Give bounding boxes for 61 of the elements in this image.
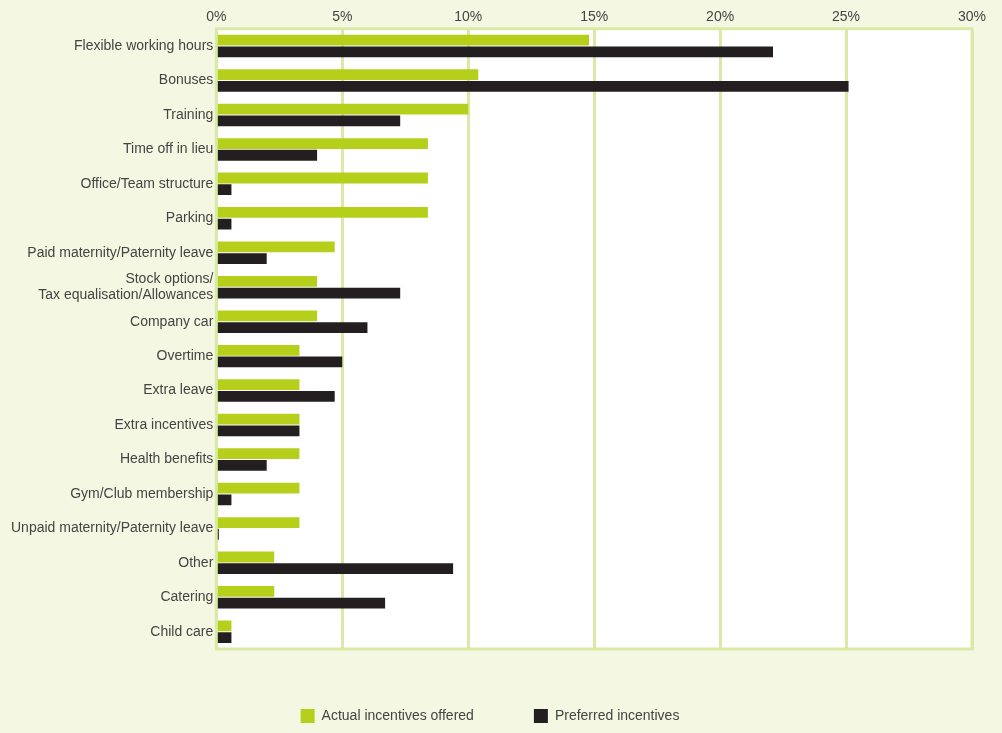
y-tick-label: Company car <box>130 312 214 329</box>
bar <box>217 138 428 149</box>
x-tick-label: 20% <box>706 8 735 25</box>
x-tick-label: 0% <box>206 8 227 25</box>
y-tick-label: Health benefits <box>119 450 214 467</box>
bar <box>217 517 300 528</box>
y-tick-label: Stock options/ Tax equalisation/Allowances <box>38 269 214 303</box>
y-tick-label: Catering <box>160 588 214 605</box>
y-tick-label: Overtime <box>156 346 214 363</box>
y-tick-label: Training <box>163 105 214 122</box>
bar <box>217 551 275 563</box>
bar <box>217 310 318 322</box>
bar <box>217 632 232 644</box>
bar <box>217 494 232 506</box>
legend-label: Preferred incentives <box>554 706 680 723</box>
bar <box>217 459 267 471</box>
bar <box>217 172 428 184</box>
bar <box>217 80 849 92</box>
bar <box>217 344 300 356</box>
bar <box>217 149 318 161</box>
x-tick-label: 15% <box>580 8 609 25</box>
y-tick-label: Extra leave <box>143 381 214 398</box>
y-tick-label: Flexible working hours <box>74 36 214 53</box>
bar <box>217 207 428 218</box>
y-tick-label: Gym/Club membership <box>70 484 214 501</box>
bar <box>217 379 300 391</box>
bar <box>217 425 300 437</box>
y-tick-label: Bonuses <box>158 71 214 88</box>
bar <box>217 563 454 575</box>
y-tick-label: Time off in lieu <box>123 140 214 157</box>
bar <box>217 586 275 597</box>
bar <box>217 253 267 265</box>
bar <box>217 275 318 287</box>
x-tick-label: 5% <box>332 8 353 25</box>
x-tick-label: 25% <box>832 8 861 25</box>
bar <box>217 184 232 196</box>
bar <box>217 218 232 230</box>
x-tick-label: 30% <box>957 8 987 25</box>
bar <box>217 322 368 333</box>
bar <box>217 103 469 115</box>
bar <box>217 241 335 253</box>
bar <box>217 391 335 402</box>
bar <box>217 69 479 81</box>
legend-label: Actual incentives offered <box>321 706 474 723</box>
bar <box>217 287 401 299</box>
bar <box>217 115 401 127</box>
y-tick-label: Paid maternity/Paternity leave <box>27 243 214 260</box>
y-tick-label: Unpaid maternity/Paternity leave <box>11 519 214 536</box>
bar <box>217 46 774 58</box>
bar <box>217 448 300 460</box>
y-tick-label: Child care <box>150 622 214 639</box>
y-tick-label: Office/Team structure <box>80 174 214 191</box>
y-tick-label: Other <box>178 553 214 570</box>
x-tick-label: 10% <box>454 8 483 25</box>
bar <box>217 413 300 425</box>
bar <box>217 356 343 368</box>
bar <box>217 482 300 494</box>
bar <box>217 597 386 609</box>
y-tick-label: Extra incentives <box>114 415 214 432</box>
bar <box>217 34 590 46</box>
y-tick-label: Parking <box>165 209 214 226</box>
